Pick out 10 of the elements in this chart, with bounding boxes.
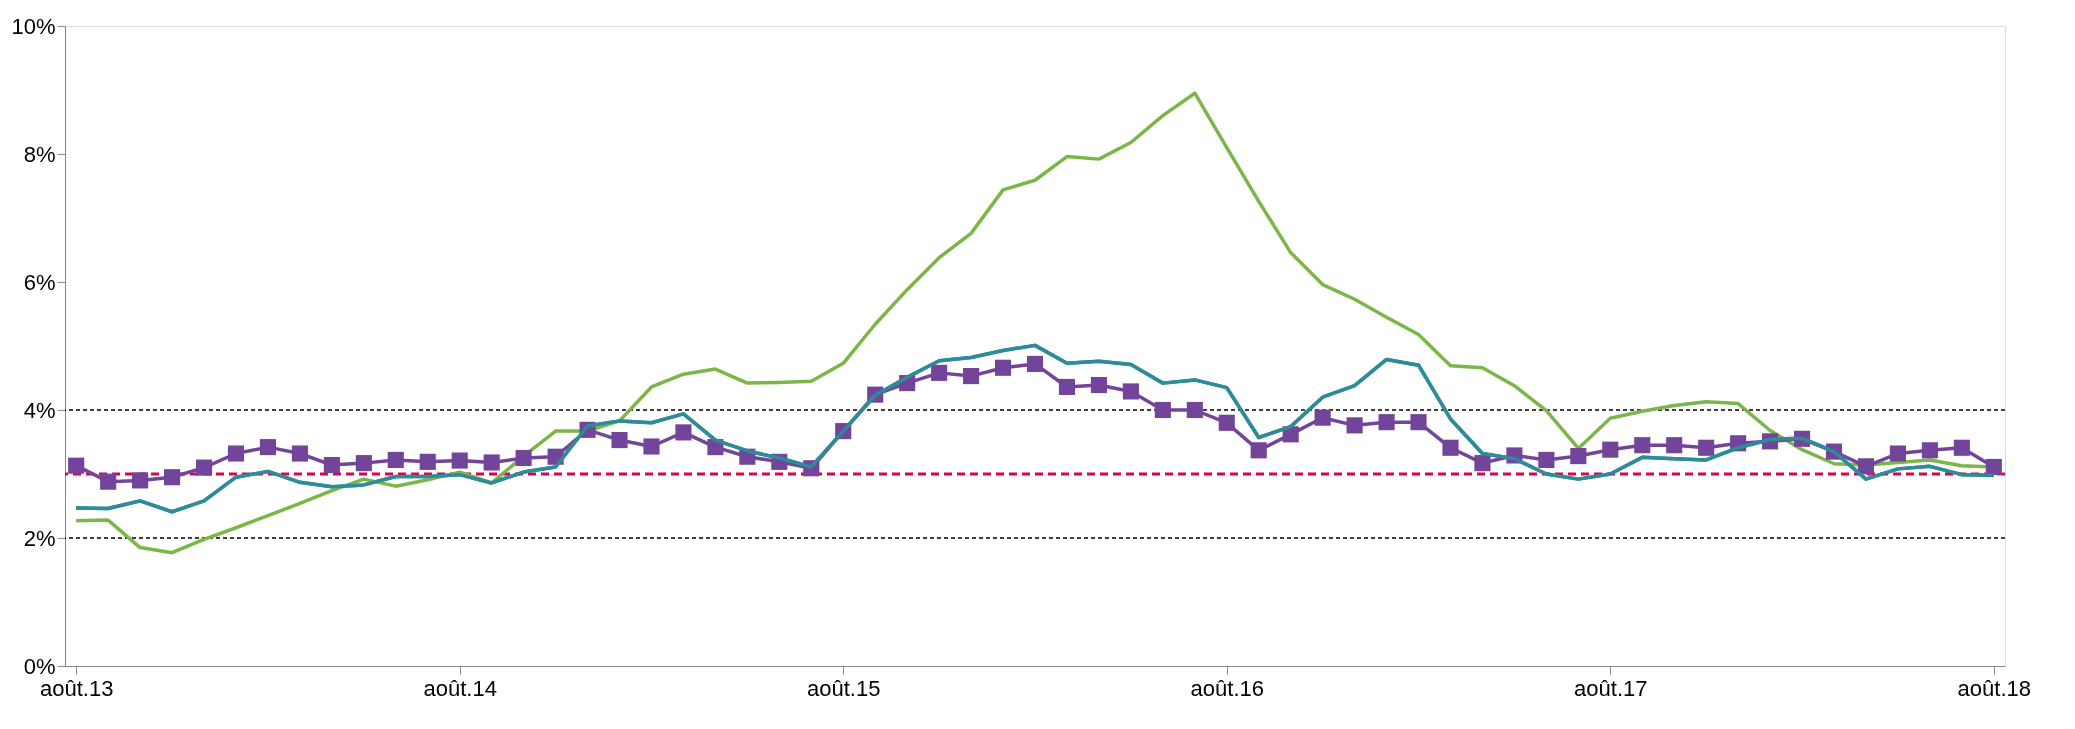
y-tick-label: 6% — [23, 269, 56, 295]
x-tick-label: août.14 — [423, 675, 497, 701]
y-tick-label: 4% — [23, 397, 56, 423]
x-tick-label: août.17 — [1574, 675, 1648, 701]
y-tick-label: 10% — [11, 13, 56, 39]
x-tick-label: août.15 — [807, 675, 881, 701]
x-tick-label: août.18 — [1957, 675, 2032, 701]
y-tick-label: 2% — [23, 525, 56, 551]
x-tick-label: août.16 — [1190, 675, 1264, 701]
y-tick-label: 8% — [23, 141, 56, 167]
